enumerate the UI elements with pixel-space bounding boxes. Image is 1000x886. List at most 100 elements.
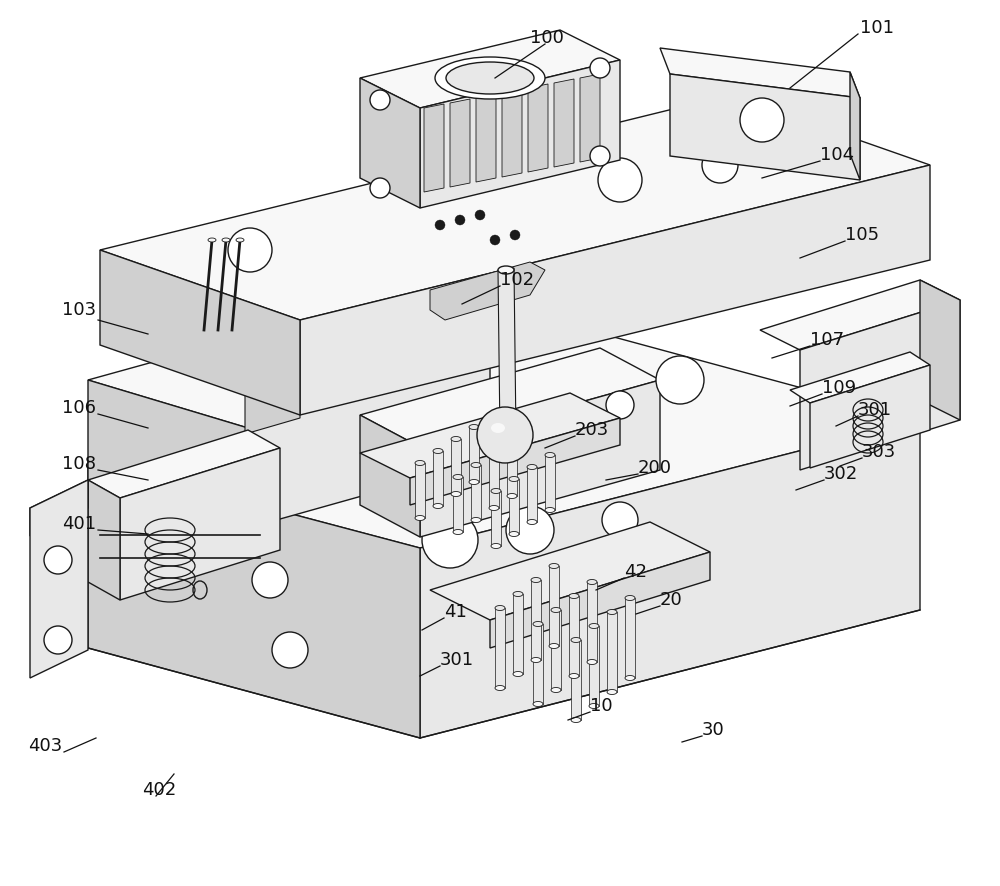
Polygon shape (360, 348, 660, 447)
Text: 107: 107 (810, 331, 844, 349)
Polygon shape (120, 448, 280, 600)
Polygon shape (248, 360, 490, 528)
Polygon shape (420, 380, 660, 537)
Polygon shape (245, 302, 300, 434)
Ellipse shape (507, 494, 517, 499)
Ellipse shape (625, 595, 635, 601)
Text: 100: 100 (530, 29, 564, 47)
Polygon shape (30, 480, 88, 678)
Circle shape (346, 416, 354, 424)
Ellipse shape (222, 238, 230, 242)
Polygon shape (88, 460, 420, 738)
Polygon shape (450, 99, 470, 187)
Ellipse shape (531, 657, 541, 663)
Text: 401: 401 (62, 515, 96, 533)
Polygon shape (88, 380, 248, 528)
Ellipse shape (471, 517, 481, 523)
Text: 200: 200 (638, 459, 672, 477)
Polygon shape (420, 60, 620, 208)
Polygon shape (490, 552, 710, 648)
Ellipse shape (433, 448, 443, 454)
Ellipse shape (495, 605, 505, 610)
Circle shape (490, 235, 500, 245)
Ellipse shape (451, 437, 461, 441)
Ellipse shape (571, 638, 581, 642)
Text: 41: 41 (444, 603, 467, 621)
Text: 102: 102 (500, 271, 534, 289)
Polygon shape (360, 78, 420, 208)
Text: 301: 301 (440, 651, 474, 669)
Polygon shape (415, 463, 425, 518)
Polygon shape (100, 95, 930, 320)
Ellipse shape (469, 424, 479, 430)
Polygon shape (670, 74, 860, 180)
Circle shape (590, 146, 610, 166)
Circle shape (506, 506, 554, 554)
Polygon shape (476, 94, 496, 182)
Polygon shape (589, 626, 599, 706)
Polygon shape (489, 453, 499, 508)
Ellipse shape (509, 477, 519, 481)
Ellipse shape (607, 610, 617, 615)
Polygon shape (453, 477, 463, 532)
Circle shape (228, 228, 272, 272)
Polygon shape (810, 365, 930, 468)
Circle shape (252, 562, 288, 598)
Polygon shape (430, 262, 545, 320)
Ellipse shape (451, 492, 461, 496)
Text: 301: 301 (858, 401, 892, 419)
Polygon shape (509, 479, 519, 534)
Ellipse shape (527, 464, 537, 470)
Polygon shape (531, 580, 541, 660)
Circle shape (540, 400, 580, 440)
Polygon shape (571, 640, 581, 720)
Polygon shape (451, 439, 461, 494)
Ellipse shape (549, 643, 559, 649)
Circle shape (370, 90, 390, 110)
Circle shape (316, 436, 324, 444)
Ellipse shape (589, 624, 599, 628)
Ellipse shape (491, 543, 501, 548)
Text: 403: 403 (28, 737, 62, 755)
Polygon shape (360, 415, 420, 537)
Polygon shape (790, 352, 930, 403)
Polygon shape (88, 313, 490, 428)
Polygon shape (850, 72, 860, 180)
Text: 103: 103 (62, 301, 96, 319)
Text: 42: 42 (624, 563, 647, 581)
Polygon shape (610, 185, 660, 295)
Ellipse shape (491, 488, 501, 494)
Circle shape (44, 626, 72, 654)
Polygon shape (800, 300, 960, 470)
Ellipse shape (489, 506, 499, 510)
Text: 108: 108 (62, 455, 96, 473)
Polygon shape (528, 84, 548, 172)
Text: 105: 105 (845, 226, 879, 244)
Text: 302: 302 (824, 465, 858, 483)
Ellipse shape (589, 703, 599, 709)
Polygon shape (625, 598, 635, 678)
Ellipse shape (587, 659, 597, 664)
Ellipse shape (453, 530, 463, 534)
Polygon shape (491, 491, 501, 546)
Polygon shape (360, 30, 620, 108)
Polygon shape (607, 612, 617, 692)
Text: 109: 109 (822, 379, 856, 397)
Ellipse shape (435, 57, 545, 99)
Circle shape (366, 411, 374, 419)
Ellipse shape (208, 238, 216, 242)
Ellipse shape (551, 608, 561, 612)
Polygon shape (502, 89, 522, 177)
Ellipse shape (545, 508, 555, 512)
Text: 20: 20 (660, 591, 683, 609)
Polygon shape (410, 418, 620, 505)
Ellipse shape (193, 581, 207, 599)
Polygon shape (569, 596, 579, 676)
Polygon shape (920, 280, 960, 420)
Ellipse shape (545, 453, 555, 457)
Polygon shape (554, 79, 574, 167)
Circle shape (455, 215, 465, 225)
Polygon shape (88, 330, 920, 548)
Ellipse shape (446, 62, 534, 94)
Ellipse shape (569, 594, 579, 599)
